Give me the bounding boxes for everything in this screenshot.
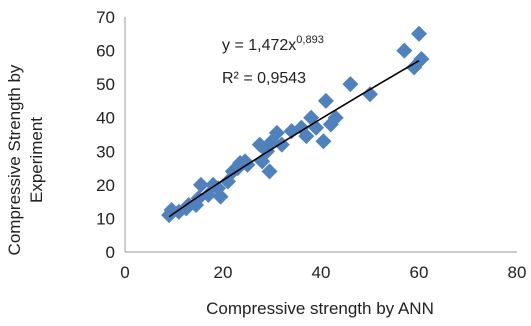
- data-point: [261, 163, 278, 180]
- data-point: [192, 176, 209, 193]
- r-squared-label: R² = 0,9543: [222, 70, 306, 87]
- data-point: [342, 76, 359, 93]
- y-axis-title-line-1: Compressive Strength by: [5, 64, 24, 255]
- data-point: [212, 188, 229, 205]
- y-tick-label: 70: [96, 8, 115, 27]
- x-tick-label: 20: [214, 263, 233, 282]
- y-tick-label: 10: [96, 209, 115, 228]
- data-point: [315, 133, 332, 150]
- x-axis-title: Compressive strength by ANN: [206, 299, 434, 318]
- x-tick-label: 80: [508, 263, 527, 282]
- x-tick-label: 0: [120, 263, 129, 282]
- trendline: [168, 60, 420, 218]
- data-point: [317, 92, 334, 109]
- data-point: [362, 86, 378, 103]
- equation-exponent: 0,893: [296, 34, 324, 46]
- data-point: [293, 119, 310, 136]
- y-tick-label: 50: [96, 75, 115, 94]
- trendline-equation: y = 1,472x0,893: [222, 34, 324, 54]
- x-tick-label: 60: [410, 263, 429, 282]
- data-points: [161, 25, 430, 224]
- data-point: [396, 42, 413, 59]
- y-tick-labels: 0 10 20 30 40 50 60 70: [96, 8, 115, 262]
- equation-base: y = 1,472x: [222, 37, 296, 54]
- y-tick-label: 20: [96, 176, 115, 195]
- y-tick-label: 30: [96, 142, 115, 161]
- data-point: [298, 128, 315, 145]
- data-point: [413, 50, 430, 67]
- y-tick-label: 0: [106, 243, 115, 262]
- y-axis-title-line-2: Experiment: [27, 117, 46, 203]
- y-tick-label: 40: [96, 109, 115, 128]
- x-tick-label: 40: [312, 263, 331, 282]
- y-tick-label: 60: [96, 42, 115, 61]
- y-axis-title: Compressive Strength by Experiment: [5, 64, 46, 255]
- data-point: [411, 25, 427, 42]
- data-point: [327, 109, 344, 126]
- x-tick-labels: 0 20 40 60 80: [120, 263, 526, 282]
- data-point: [268, 124, 285, 141]
